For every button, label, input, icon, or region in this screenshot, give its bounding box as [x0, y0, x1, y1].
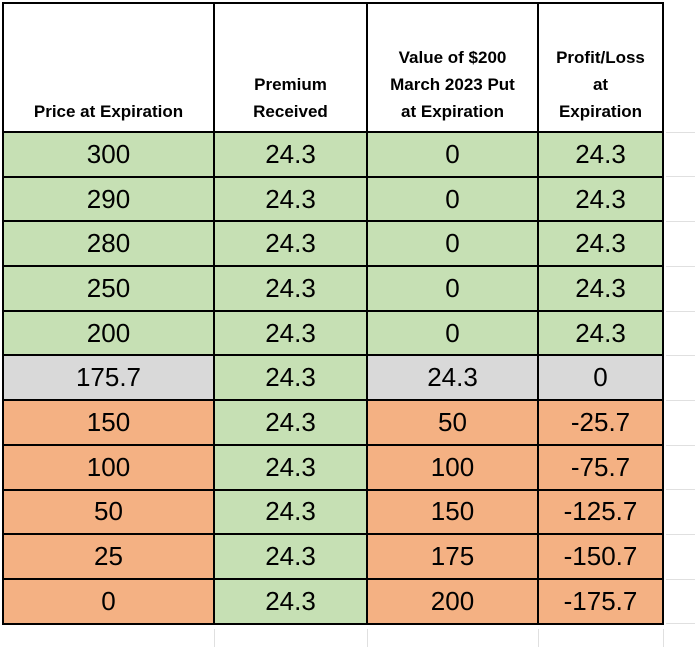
- cell-profit-loss[interactable]: -125.7: [539, 490, 664, 536]
- cell-put-value[interactable]: 0: [368, 133, 539, 178]
- cell-premium[interactable]: 24.3: [215, 222, 368, 268]
- cell-put-value[interactable]: 0: [368, 267, 539, 312]
- cell-premium[interactable]: 24.3: [215, 133, 368, 178]
- cell-profit-loss[interactable]: -25.7: [539, 401, 664, 446]
- cell-profit-loss[interactable]: -175.7: [539, 579, 664, 625]
- cell-profit-loss[interactable]: 24.3: [539, 133, 664, 178]
- cell-premium[interactable]: 24.3: [215, 177, 368, 223]
- cell-profit-loss[interactable]: -150.7: [539, 535, 664, 580]
- cell-profit-loss[interactable]: 24.3: [539, 222, 664, 268]
- cell-price[interactable]: 150: [4, 401, 215, 446]
- cell-profit-loss[interactable]: 0: [539, 356, 664, 402]
- cell-price[interactable]: 25: [4, 535, 215, 580]
- cell-price[interactable]: 290: [4, 177, 215, 223]
- cell-premium[interactable]: 24.3: [215, 356, 368, 402]
- header-cell-put-value-at-expiration[interactable]: Value of $200 March 2023 Put at Expirati…: [368, 4, 539, 133]
- sheet-gridline-vertical: [214, 629, 215, 647]
- cell-price[interactable]: 300: [4, 133, 215, 178]
- cell-profit-loss[interactable]: 24.3: [539, 267, 664, 312]
- sheet-gridline-horizontal: [666, 489, 695, 490]
- cell-price[interactable]: 100: [4, 445, 215, 491]
- cell-put-value[interactable]: 24.3: [368, 356, 539, 402]
- cell-put-value[interactable]: 150: [368, 490, 539, 536]
- cell-profit-loss[interactable]: -75.7: [539, 445, 664, 491]
- cell-premium[interactable]: 24.3: [215, 267, 368, 312]
- cell-premium[interactable]: 24.3: [215, 445, 368, 491]
- cell-price[interactable]: 50: [4, 490, 215, 536]
- header-cell-price-at-expiration[interactable]: Price at Expiration: [4, 4, 215, 133]
- cell-put-value[interactable]: 200: [368, 579, 539, 625]
- cell-price[interactable]: 0: [4, 579, 215, 625]
- cell-price[interactable]: 175.7: [4, 356, 215, 402]
- sheet-gridline-horizontal: [666, 355, 695, 356]
- cell-price[interactable]: 250: [4, 267, 215, 312]
- header-label: Value of $200 March 2023 Put at Expirati…: [390, 48, 515, 121]
- sheet-gridline-horizontal: [666, 311, 695, 312]
- sheet-gridline-horizontal: [666, 623, 695, 624]
- cell-premium[interactable]: 24.3: [215, 401, 368, 446]
- sheet-gridline-vertical: [367, 629, 368, 647]
- sheet-gridline-horizontal: [666, 445, 695, 446]
- cell-put-value[interactable]: 0: [368, 311, 539, 357]
- cell-premium[interactable]: 24.3: [215, 535, 368, 580]
- sheet-gridline-horizontal: [666, 579, 695, 580]
- cell-premium[interactable]: 24.3: [215, 490, 368, 536]
- cell-put-value[interactable]: 0: [368, 177, 539, 223]
- cell-put-value[interactable]: 175: [368, 535, 539, 580]
- cell-premium[interactable]: 24.3: [215, 311, 368, 357]
- sheet-gridline-horizontal: [666, 176, 695, 177]
- cell-put-value[interactable]: 0: [368, 222, 539, 268]
- header-label: Premium Received: [253, 75, 328, 121]
- cell-put-value[interactable]: 100: [368, 445, 539, 491]
- sheet-gridline-vertical: [663, 629, 664, 647]
- cell-profit-loss[interactable]: 24.3: [539, 311, 664, 357]
- sheet-gridline-horizontal: [666, 400, 695, 401]
- sheet-gridline-horizontal: [666, 221, 695, 222]
- cell-put-value[interactable]: 50: [368, 401, 539, 446]
- header-cell-profit-loss-at-expiration[interactable]: Profit/Loss at Expiration: [539, 4, 664, 133]
- cell-price[interactable]: 200: [4, 311, 215, 357]
- header-label: Price at Expiration: [33, 102, 184, 121]
- header-label: Profit/Loss at Expiration: [556, 48, 645, 121]
- sheet-gridline-horizontal: [666, 266, 695, 267]
- put-option-payoff-table: Price at Expiration Premium Received Val…: [2, 2, 664, 625]
- cell-price[interactable]: 280: [4, 222, 215, 268]
- cell-profit-loss[interactable]: 24.3: [539, 177, 664, 223]
- sheet-gridline-vertical: [538, 629, 539, 647]
- cell-premium[interactable]: 24.3: [215, 579, 368, 625]
- header-cell-premium-received[interactable]: Premium Received: [215, 4, 368, 133]
- sheet-gridline-horizontal: [666, 534, 695, 535]
- sheet-gridline-horizontal: [666, 132, 695, 133]
